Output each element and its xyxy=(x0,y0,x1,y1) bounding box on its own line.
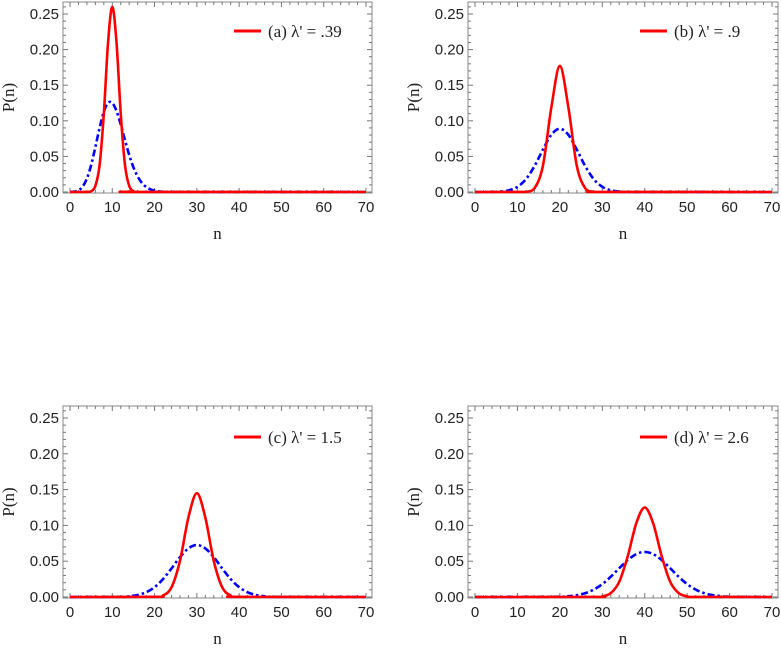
x-tick-label: 50 xyxy=(679,199,696,216)
series-line-red xyxy=(474,506,773,599)
y-axis-label: P(n) xyxy=(0,487,18,516)
legend-label: (b) λ' = .9 xyxy=(674,22,740,41)
y-tick-label: 0.10 xyxy=(435,113,464,130)
x-tick-label: 20 xyxy=(552,199,569,216)
panel-b: 0 10 20 30 40 50 60 70 0.00 0.05 0.10 0.15 0.20 0.25 n… xyxy=(404,1,781,243)
y-tick-label: 0.05 xyxy=(435,148,464,165)
plot-frame xyxy=(467,405,779,599)
panel-d: 0 10 20 30 40 50 60 70 0.00 0.05 0.10 0.15 0.20 0.25 n… xyxy=(404,405,781,648)
legend-label: (a) λ' = .39 xyxy=(268,22,342,41)
y-tick-label: 0.20 xyxy=(30,42,59,59)
x-axis-label: n xyxy=(619,224,628,243)
y-tick-label: 0.05 xyxy=(30,553,59,570)
y-tick-label: 0.25 xyxy=(435,410,464,427)
x-tick-label: 30 xyxy=(594,604,611,621)
x-tick-label: 0 xyxy=(471,604,479,621)
x-axis-label: n xyxy=(619,629,628,648)
legend: (c) λ' = 1.5 xyxy=(234,428,342,447)
y-tick-label: 0.15 xyxy=(30,482,59,499)
x-tick-label: 40 xyxy=(231,199,248,216)
legend: (a) λ' = .39 xyxy=(234,22,342,41)
y-tick-label: 0.00 xyxy=(435,184,464,201)
series-line-red xyxy=(69,491,367,599)
x-tick-label: 10 xyxy=(509,199,526,216)
x-tick-label: 10 xyxy=(104,199,121,216)
y-axis-label: P(n) xyxy=(0,83,18,112)
x-tick-label: 10 xyxy=(104,604,121,621)
series-line-red xyxy=(474,64,773,194)
x-tick-label: 60 xyxy=(721,199,738,216)
y-tick-label: 0.00 xyxy=(30,184,59,201)
y-tick-label: 0.05 xyxy=(30,148,59,165)
legend: (b) λ' = .9 xyxy=(640,22,740,41)
y-tick-label: 0.25 xyxy=(435,6,464,23)
x-tick-label: 70 xyxy=(764,199,781,216)
x-tick-label: 20 xyxy=(146,604,163,621)
y-tick-label: 0.25 xyxy=(30,410,59,427)
x-tick-label: 20 xyxy=(552,604,569,621)
x-tick-label: 0 xyxy=(66,604,74,621)
x-tick-label: 40 xyxy=(636,604,653,621)
y-tick-label: 0.20 xyxy=(435,42,464,59)
x-tick-label: 30 xyxy=(594,199,611,216)
x-axis-label: n xyxy=(213,629,222,648)
y-tick-label: 0.00 xyxy=(435,589,464,606)
series-line-red xyxy=(69,5,367,194)
y-tick-label: 0.10 xyxy=(30,517,59,534)
series-line-blue-dashdot xyxy=(474,127,773,194)
plot-frame xyxy=(62,405,373,599)
y-axis-label: P(n) xyxy=(404,83,423,112)
x-axis-label: n xyxy=(213,224,222,243)
x-tick-label: 40 xyxy=(636,199,653,216)
x-tick-label: 70 xyxy=(358,604,375,621)
y-tick-label: 0.15 xyxy=(30,77,59,94)
x-tick-label: 50 xyxy=(679,604,696,621)
series-line-blue-dashdot xyxy=(69,543,367,599)
y-tick-label: 0.10 xyxy=(30,113,59,130)
x-tick-label: 60 xyxy=(721,604,738,621)
x-tick-label: 60 xyxy=(315,199,332,216)
y-tick-label: 0.15 xyxy=(435,77,464,94)
x-tick-label: 50 xyxy=(273,199,290,216)
x-tick-label: 10 xyxy=(509,604,526,621)
x-tick-label: 70 xyxy=(358,199,375,216)
y-tick-label: 0.20 xyxy=(435,446,464,463)
legend: (d) λ' = 2.6 xyxy=(640,428,749,447)
x-tick-label: 0 xyxy=(66,199,74,216)
x-tick-label: 30 xyxy=(189,199,206,216)
legend-label: (c) λ' = 1.5 xyxy=(268,428,342,447)
x-tick-label: 40 xyxy=(231,604,248,621)
y-tick-label: 0.15 xyxy=(435,482,464,499)
y-tick-label: 0.10 xyxy=(435,517,464,534)
y-tick-label: 0.25 xyxy=(30,6,59,23)
y-tick-label: 0.20 xyxy=(30,446,59,463)
x-tick-label: 0 xyxy=(471,199,479,216)
x-tick-label: 70 xyxy=(764,604,781,621)
y-axis-label: P(n) xyxy=(404,487,423,516)
y-tick-label: 0.05 xyxy=(435,553,464,570)
x-tick-label: 60 xyxy=(315,604,332,621)
panel-c: 0 10 20 30 40 50 60 70 0.00 0.05 0.10 0.15 0.20 0.25 n… xyxy=(0,405,375,648)
series-line-blue-dashdot xyxy=(69,100,367,194)
legend-label: (d) λ' = 2.6 xyxy=(674,428,749,447)
panel-a: 0 10 20 30 40 50 60 70 0.00 0.05 0.10 0.15 0.20 0.25 n… xyxy=(0,1,375,243)
y-tick-label: 0.00 xyxy=(30,589,59,606)
x-tick-label: 30 xyxy=(189,604,206,621)
series-line-blue-dashdot xyxy=(474,550,773,599)
x-tick-label: 50 xyxy=(273,604,290,621)
x-tick-label: 20 xyxy=(146,199,163,216)
